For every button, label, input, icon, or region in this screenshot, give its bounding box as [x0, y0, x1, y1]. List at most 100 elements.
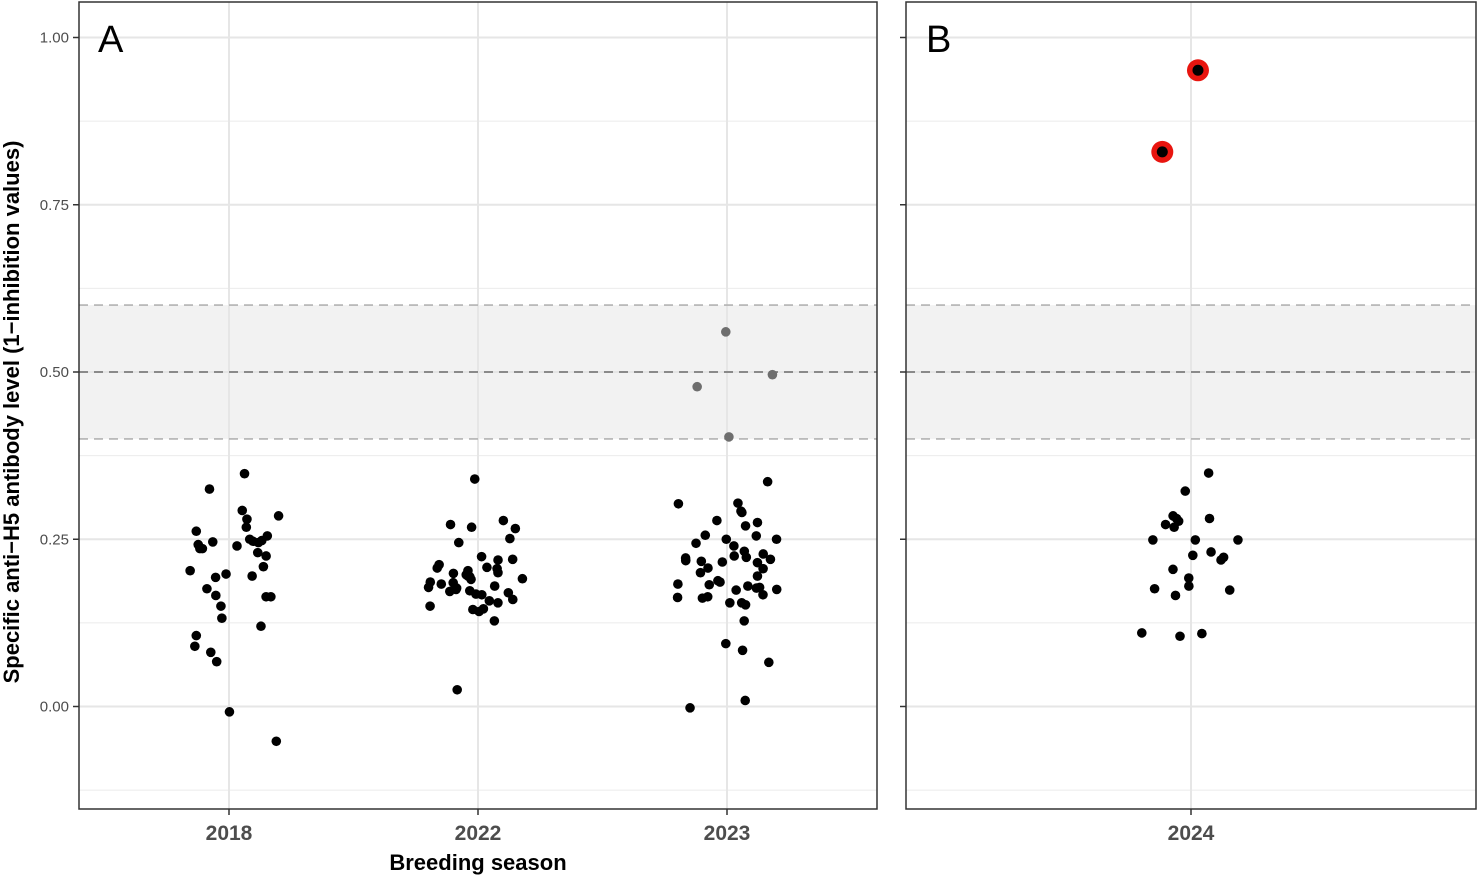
- data-point: [1149, 583, 1160, 594]
- data-point: [190, 641, 200, 652]
- panel-label-b: B: [926, 19, 951, 61]
- data-point: [466, 574, 476, 585]
- data-point: [224, 707, 235, 717]
- tick-layer: 0.00 0.25 0.50 0.75 1.00 2018 2022 2023 2024: [40, 30, 1215, 846]
- data-point: [453, 537, 464, 548]
- data-point: [767, 369, 778, 380]
- data-point: [1183, 573, 1194, 583]
- data-point: [432, 563, 443, 573]
- x-tick-label: 2023: [704, 822, 751, 845]
- data-point: [510, 523, 521, 534]
- data-point: [1204, 513, 1215, 524]
- data-point: [1188, 550, 1198, 561]
- data-point: [505, 533, 515, 544]
- data-point: [752, 517, 763, 528]
- data-point: [185, 565, 195, 576]
- data-point: [1136, 628, 1147, 638]
- data-point: [1203, 468, 1214, 478]
- data-point: [733, 498, 743, 508]
- data-point: [758, 589, 768, 600]
- data-point: [758, 549, 769, 559]
- data-point: [1160, 519, 1171, 530]
- data-point: [211, 590, 221, 601]
- data-point: [680, 555, 691, 566]
- data-point: [477, 589, 487, 600]
- data-point: [232, 541, 242, 551]
- data-point: [489, 581, 500, 591]
- data-point: [712, 515, 722, 526]
- data-point: [729, 541, 739, 551]
- data-point: [445, 519, 456, 530]
- data-point: [724, 432, 734, 442]
- x-tick-label: 2018: [206, 822, 253, 845]
- data-point: [685, 703, 695, 713]
- data-point: [258, 561, 269, 572]
- data-point: [771, 584, 782, 595]
- data-point: [1206, 547, 1216, 557]
- data-point: [452, 684, 462, 695]
- data-point: [721, 638, 731, 649]
- data-point: [740, 695, 751, 706]
- data-point: [211, 656, 222, 667]
- data-point: [1197, 628, 1207, 639]
- data-point: [741, 552, 752, 563]
- x-tick-label: 2024: [1168, 822, 1215, 845]
- data-point: [239, 468, 250, 479]
- data-point: [751, 531, 762, 541]
- data-point: [1169, 522, 1179, 533]
- data-point: [758, 563, 768, 574]
- data-point: [737, 507, 747, 518]
- data-point: [725, 598, 735, 608]
- x-axis-title: Breeding season: [389, 850, 566, 875]
- data-point: [256, 621, 266, 632]
- data-point: [221, 569, 231, 579]
- data-point: [740, 521, 751, 531]
- data-point: [704, 579, 715, 590]
- data-point: [721, 327, 731, 337]
- data-point: [739, 616, 749, 626]
- data-point: [217, 613, 227, 623]
- y-axis-title: Specific anti−H5 antibody level (1−inhib…: [0, 141, 24, 684]
- data-point: [191, 630, 202, 641]
- data-point: [202, 583, 212, 594]
- data-point: [1190, 535, 1201, 545]
- data-point: [1224, 585, 1235, 595]
- data-point: [242, 514, 252, 524]
- data-point: [493, 567, 503, 578]
- y-tick-label: 0.25: [40, 531, 69, 548]
- data-point: [762, 476, 773, 487]
- data-point: [474, 606, 484, 617]
- y-tick-label: 0.50: [40, 364, 69, 381]
- threshold-line-layer: [79, 304, 1476, 440]
- panel-label-a: A: [98, 19, 124, 61]
- data-point: [247, 571, 257, 581]
- data-point: [252, 547, 263, 558]
- data-point: [1148, 535, 1158, 545]
- data-point-highlighted: [1192, 64, 1204, 76]
- data-point: [673, 579, 683, 589]
- data-point: [703, 563, 713, 573]
- data-point: [752, 571, 763, 581]
- data-point: [210, 572, 221, 583]
- data-point: [237, 505, 248, 516]
- data-point: [448, 568, 459, 579]
- data-point: [191, 526, 202, 537]
- data-point: [752, 557, 763, 568]
- data-point: [445, 586, 455, 597]
- data-point: [436, 579, 447, 589]
- data-point: [729, 551, 740, 561]
- data-point: [715, 577, 725, 587]
- data-point: [476, 551, 487, 562]
- y-tick-label: 0.00: [40, 699, 69, 716]
- data-point: [253, 537, 264, 548]
- data-point: [1168, 564, 1178, 575]
- data-point: [489, 616, 500, 626]
- data-point: [696, 556, 707, 567]
- data-point: [493, 555, 503, 565]
- data-point: [425, 601, 435, 611]
- data-point: [216, 601, 226, 611]
- data-point: [517, 573, 528, 584]
- y-tick-label: 1.00: [40, 30, 69, 47]
- data-point: [700, 530, 711, 541]
